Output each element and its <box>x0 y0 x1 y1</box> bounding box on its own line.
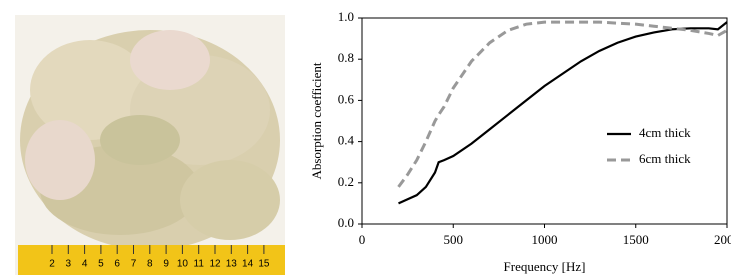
ruler-label: 15 <box>258 259 270 270</box>
wool <box>100 115 180 165</box>
ruler-label: 4 <box>82 259 88 270</box>
page: 23456789 10 11 12 13 14 15 0.0 0.2 0.4 0.6 0.8 1.0 0… <box>0 0 731 275</box>
ruler-label: 3 <box>66 259 72 270</box>
x-tick-label: 1500 <box>623 232 649 247</box>
plot-frame <box>362 18 727 224</box>
x-axis-label: Frequency [Hz] <box>504 259 586 274</box>
wool <box>130 30 210 90</box>
wool <box>180 160 280 240</box>
ruler-label: 14 <box>242 259 254 270</box>
figure: 23456789 10 11 12 13 14 15 0.0 0.2 0.4 0.6 0.8 1.0 0… <box>0 0 731 275</box>
y-tick-label: 0.2 <box>338 174 354 189</box>
x-tick-label: 2000 <box>714 232 731 247</box>
ruler-label: 8 <box>147 259 153 270</box>
y-tick-label: 1.0 <box>338 9 354 24</box>
y-axis-label: Absorption coefficient <box>309 62 324 179</box>
y-tick-label: 0.4 <box>338 133 355 148</box>
y-tick-label: 0.6 <box>338 91 355 106</box>
ruler-label: 6 <box>114 259 120 270</box>
ruler-label: 7 <box>131 259 137 270</box>
ruler-label: 5 <box>98 259 104 270</box>
x-tick-label: 0 <box>359 232 366 247</box>
ruler-label: 10 <box>177 259 189 270</box>
x-tick-label: 1000 <box>532 232 558 247</box>
ruler-label: 11 <box>194 259 205 270</box>
wool <box>25 120 95 200</box>
series-line <box>399 22 728 203</box>
y-tick-label: 0.0 <box>338 215 354 230</box>
ruler-label: 12 <box>209 259 221 270</box>
legend-label: 4cm thick <box>639 125 691 140</box>
ruler-label: 2 <box>49 259 55 270</box>
ruler-label: 13 <box>226 259 238 270</box>
ruler-label: 9 <box>163 259 169 270</box>
y-tick-label: 0.8 <box>338 50 354 65</box>
legend-label: 6cm thick <box>639 151 691 166</box>
x-tick-label: 500 <box>444 232 464 247</box>
